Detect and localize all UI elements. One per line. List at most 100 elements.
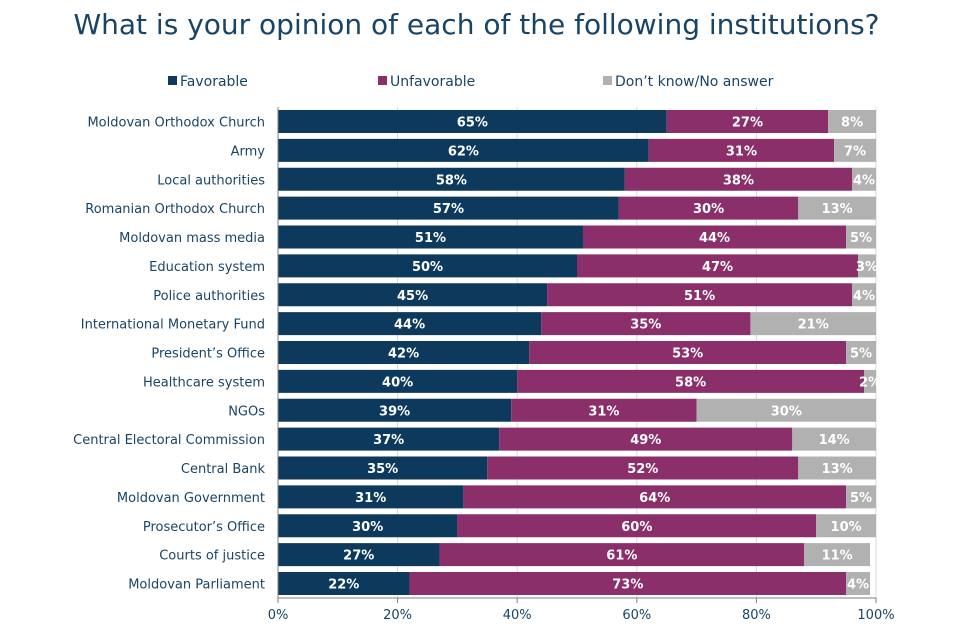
category-labels: Moldovan Orthodox Church Army Local author… (73, 116, 265, 593)
data-label-11-0: 37% (373, 433, 404, 448)
data-label-11-1: 49% (630, 433, 661, 448)
data-label-11-2: 14% (819, 433, 850, 448)
bar-8-1 (529, 341, 847, 364)
data-label-5-1: 47% (702, 260, 733, 275)
bar-13-0 (278, 485, 464, 509)
data-label-6-2: 4% (853, 289, 875, 304)
bar-0-0 (278, 110, 667, 133)
category-label-8: President’s Office (151, 347, 265, 362)
data-label-7-2: 21% (798, 318, 829, 333)
data-label-13-0: 31% (355, 491, 386, 506)
data-label-14-2: 10% (831, 520, 862, 535)
data-label-7-0: 44% (394, 318, 425, 333)
bar-7-1 (541, 312, 751, 336)
category-label-2: Local authorities (157, 173, 265, 188)
bar-6-1 (547, 283, 853, 307)
category-label-5: Education system (149, 260, 265, 275)
category-label-1: Army (231, 144, 266, 159)
bar-12-1 (487, 456, 799, 480)
bar-2-2 (852, 167, 876, 191)
bar-14-0 (278, 514, 458, 538)
data-label-15-1: 61% (606, 549, 637, 564)
data-label-0-1: 27% (732, 116, 763, 131)
category-label-9: Healthcare system (143, 375, 265, 390)
bar-3-1 (618, 196, 799, 220)
bar-9-2 (864, 369, 876, 393)
data-label-1-1: 31% (726, 144, 757, 159)
category-label-7: International Monetary Fund (81, 318, 265, 333)
data-label-10-0: 39% (379, 404, 410, 419)
bar-1-0 (278, 138, 649, 162)
x-tick-label-3: 60% (622, 608, 651, 623)
bar-11-0 (278, 427, 500, 451)
legend: Favorable Unfavorable Don’t know/No answer (168, 74, 774, 90)
chart-title: What is your opinion of each of the foll… (73, 8, 880, 41)
bar-6-2 (852, 283, 876, 307)
data-label-8-1: 53% (672, 347, 703, 362)
data-label-1-2: 7% (844, 144, 866, 159)
bar-16-2 (846, 572, 871, 595)
bar-7-2 (750, 312, 876, 336)
data-label-12-2: 13% (822, 462, 853, 477)
data-label-7-1: 35% (630, 318, 661, 333)
data-label-2-2: 4% (853, 173, 875, 188)
category-label-6: Police authorities (153, 289, 265, 304)
data-label-6-1: 51% (684, 289, 715, 304)
legend-label-1: Unfavorable (390, 74, 475, 90)
data-label-4-0: 51% (415, 231, 446, 246)
data-label-2-0: 58% (436, 173, 467, 188)
data-label-5-0: 50% (412, 260, 443, 275)
bars-area: 65% 27% 8% 62% 31% 7% 58% 38% 4% 57% 30% 13% 51% 44% 5… (278, 110, 881, 595)
data-label-16-0: 22% (328, 578, 359, 593)
x-tick-label-4: 80% (742, 608, 771, 623)
bar-15-1 (439, 543, 805, 567)
bar-13-1 (463, 485, 847, 509)
bar-13-2 (846, 485, 876, 509)
data-label-9-1: 58% (675, 375, 706, 390)
data-label-5-2: 3% (856, 260, 878, 275)
bar-14-2 (816, 514, 876, 538)
category-label-10: NGOs (228, 404, 265, 419)
bar-12-2 (798, 456, 876, 480)
data-label-12-0: 35% (367, 462, 398, 477)
bar-6-0 (278, 283, 548, 307)
bar-15-0 (278, 543, 440, 567)
data-label-14-1: 60% (621, 520, 652, 535)
bar-5-1 (577, 254, 859, 278)
legend-label-0: Favorable (180, 74, 248, 90)
legend-swatch-0 (168, 76, 177, 85)
category-label-13: Moldovan Government (117, 491, 265, 506)
bar-16-1 (409, 572, 847, 595)
data-label-10-2: 30% (771, 404, 802, 419)
bar-1-1 (648, 138, 835, 162)
bar-3-2 (798, 196, 876, 220)
data-label-8-2: 5% (850, 347, 872, 362)
bar-10-2 (696, 398, 876, 422)
bar-5-0 (278, 254, 577, 278)
data-label-3-0: 57% (433, 202, 464, 217)
legend-swatch-2 (603, 76, 612, 85)
data-label-9-0: 40% (382, 375, 413, 390)
data-label-14-0: 30% (352, 520, 383, 535)
category-label-12: Central Bank (181, 462, 266, 477)
category-label-4: Moldovan mass media (119, 231, 265, 246)
bar-8-2 (846, 341, 876, 364)
data-label-0-0: 65% (457, 116, 488, 131)
data-label-13-1: 64% (639, 491, 670, 506)
bar-14-1 (457, 514, 817, 538)
bar-4-1 (582, 225, 847, 249)
bar-12-0 (278, 456, 488, 480)
data-label-10-1: 31% (588, 404, 619, 419)
data-label-2-1: 38% (723, 173, 754, 188)
category-label-14: Prosecutor’s Office (143, 520, 265, 535)
bar-15-2 (804, 543, 871, 567)
x-axis: 0% 20% 40% 60% 80% 100% (268, 107, 895, 623)
x-tick-label-1: 20% (383, 608, 412, 623)
data-label-12-1: 52% (627, 462, 658, 477)
bar-2-0 (278, 167, 625, 191)
data-label-16-2: 4% (847, 578, 869, 593)
data-label-13-2: 5% (850, 491, 872, 506)
bar-10-0 (278, 398, 512, 422)
data-label-16-1: 73% (612, 578, 643, 593)
